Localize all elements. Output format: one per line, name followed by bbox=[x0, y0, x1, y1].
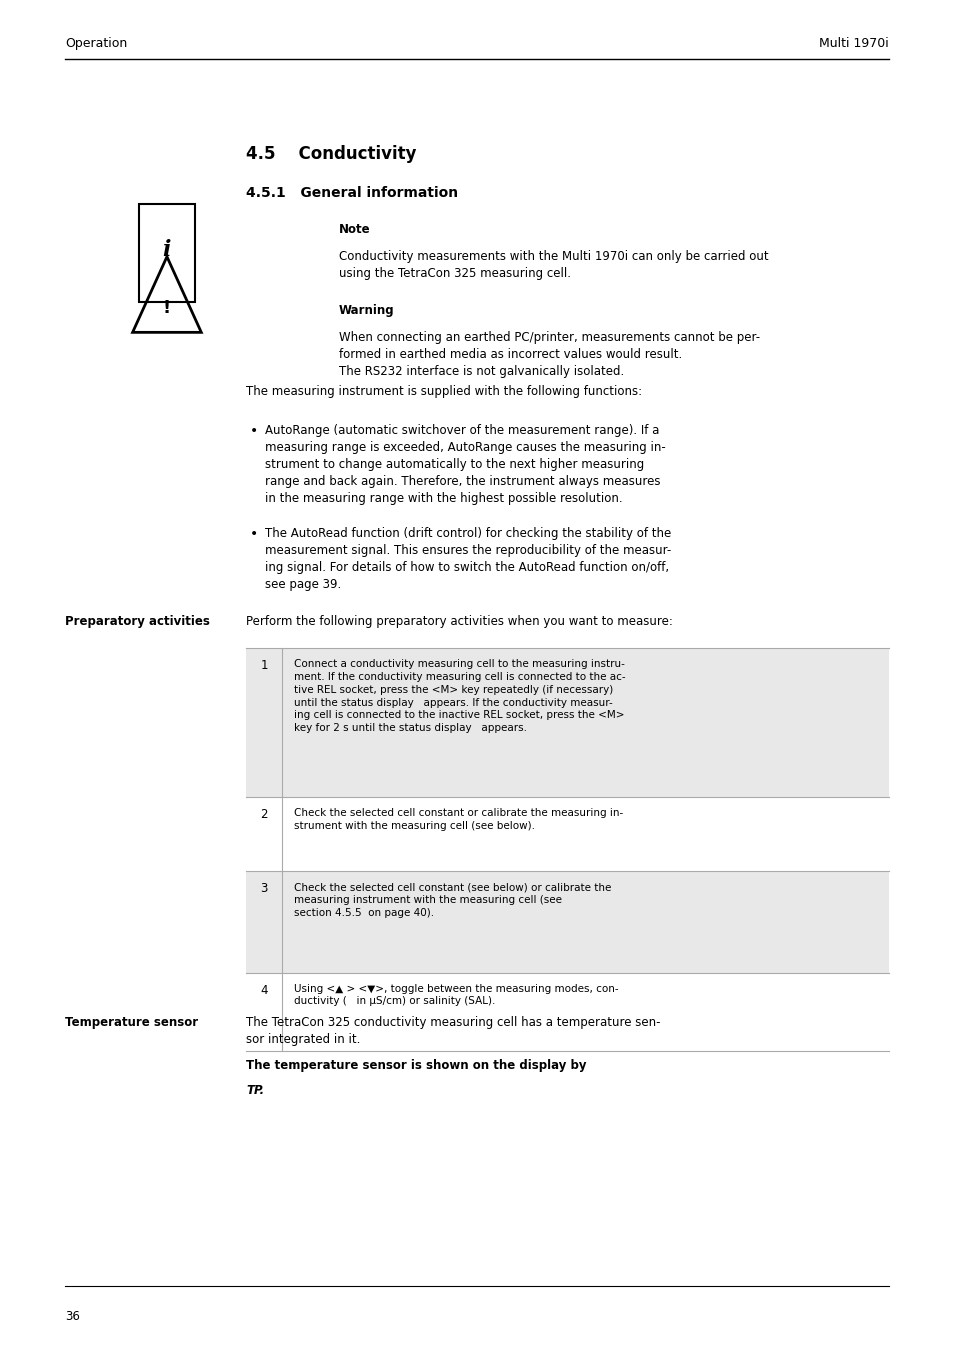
Text: The TetraCon 325 conductivity measuring cell has a temperature sen-
sor integrat: The TetraCon 325 conductivity measuring … bbox=[246, 1016, 659, 1046]
Text: When connecting an earthed PC/printer, measurements cannot be per-
formed in ear: When connecting an earthed PC/printer, m… bbox=[338, 331, 759, 378]
Text: Multi 1970i: Multi 1970i bbox=[819, 36, 888, 50]
Text: 1: 1 bbox=[260, 659, 268, 673]
Text: Connect a conductivity measuring cell to the measuring instru-
ment. If the cond: Connect a conductivity measuring cell to… bbox=[294, 659, 625, 734]
FancyBboxPatch shape bbox=[139, 204, 194, 301]
Text: The measuring instrument is supplied with the following functions:: The measuring instrument is supplied wit… bbox=[246, 385, 641, 399]
FancyBboxPatch shape bbox=[246, 648, 888, 797]
FancyBboxPatch shape bbox=[246, 973, 888, 1051]
Text: Using <▲ > <▼>, toggle between the measuring modes, con-
ductivity (   in μS/cm): Using <▲ > <▼>, toggle between the measu… bbox=[294, 984, 618, 1006]
Text: 4: 4 bbox=[260, 984, 268, 997]
Text: 36: 36 bbox=[65, 1310, 80, 1324]
FancyBboxPatch shape bbox=[246, 797, 888, 871]
FancyBboxPatch shape bbox=[246, 871, 888, 973]
Text: Preparatory activities: Preparatory activities bbox=[65, 615, 210, 628]
Text: AutoRange (automatic switchover of the measurement range). If a
measuring range : AutoRange (automatic switchover of the m… bbox=[265, 424, 665, 505]
Text: •: • bbox=[250, 424, 258, 438]
Text: 3: 3 bbox=[260, 882, 268, 896]
Text: The AutoRead function (drift control) for checking the stability of the
measurem: The AutoRead function (drift control) fo… bbox=[265, 527, 671, 590]
Text: •: • bbox=[250, 527, 258, 540]
Text: Check the selected cell constant or calibrate the measuring in-
strument with th: Check the selected cell constant or cali… bbox=[294, 808, 622, 831]
Text: Warning: Warning bbox=[338, 304, 394, 317]
Text: Perform the following preparatory activities when you want to measure:: Perform the following preparatory activi… bbox=[246, 615, 672, 628]
Text: !: ! bbox=[163, 299, 171, 317]
Text: Conductivity measurements with the Multi 1970i can only be carried out
using the: Conductivity measurements with the Multi… bbox=[338, 250, 767, 280]
Text: 4.5.1   General information: 4.5.1 General information bbox=[246, 186, 457, 200]
Text: Operation: Operation bbox=[65, 36, 127, 50]
Text: i: i bbox=[163, 239, 171, 261]
Text: Temperature sensor: Temperature sensor bbox=[65, 1016, 198, 1029]
Text: Note: Note bbox=[338, 223, 370, 236]
Text: Check the selected cell constant (see below) or calibrate the
measuring instrume: Check the selected cell constant (see be… bbox=[294, 882, 611, 917]
Text: TP.: TP. bbox=[246, 1084, 264, 1097]
Text: 4.5    Conductivity: 4.5 Conductivity bbox=[246, 145, 416, 162]
Text: The temperature sensor is shown on the display by: The temperature sensor is shown on the d… bbox=[246, 1059, 586, 1073]
Text: 2: 2 bbox=[260, 808, 268, 821]
